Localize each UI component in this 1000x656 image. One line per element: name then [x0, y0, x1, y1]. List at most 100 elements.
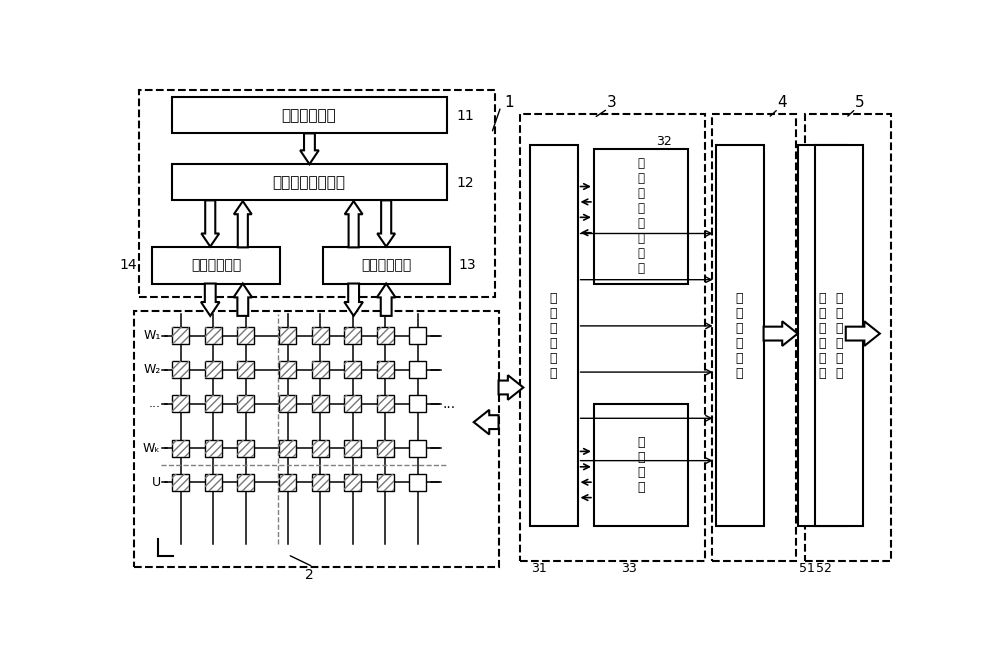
Bar — [312, 474, 329, 491]
Bar — [172, 327, 189, 344]
Bar — [172, 361, 189, 379]
Bar — [172, 440, 189, 457]
Text: 52: 52 — [816, 562, 832, 575]
Polygon shape — [344, 283, 363, 316]
Text: U: U — [152, 476, 161, 489]
Polygon shape — [234, 283, 252, 316]
Text: ...: ... — [149, 397, 161, 410]
Bar — [279, 474, 296, 491]
Text: 第一读写编码单元: 第一读写编码单元 — [273, 174, 346, 190]
Bar — [377, 474, 394, 491]
Bar — [172, 97, 447, 133]
Bar — [312, 327, 329, 344]
Bar — [205, 395, 222, 412]
Text: 33: 33 — [621, 562, 637, 575]
Bar — [237, 440, 254, 457]
Bar — [377, 327, 394, 344]
Bar — [805, 114, 891, 561]
Bar — [344, 440, 361, 457]
Bar — [279, 395, 296, 412]
Bar — [279, 361, 296, 379]
Polygon shape — [846, 321, 880, 346]
Polygon shape — [201, 283, 220, 316]
Bar — [377, 440, 394, 457]
Text: 3: 3 — [607, 95, 617, 110]
Text: 1: 1 — [505, 95, 514, 110]
Polygon shape — [201, 200, 219, 247]
Bar — [377, 474, 394, 491]
Bar — [172, 327, 189, 344]
Text: 11: 11 — [457, 109, 474, 123]
Bar — [279, 440, 296, 457]
Bar — [344, 361, 361, 379]
Bar — [237, 361, 254, 379]
Polygon shape — [377, 283, 395, 316]
Text: 12: 12 — [457, 176, 474, 190]
Bar — [344, 395, 361, 412]
Bar — [205, 327, 222, 344]
Bar — [312, 395, 329, 412]
Bar — [409, 361, 426, 379]
Text: ...: ... — [443, 397, 456, 411]
Bar — [377, 327, 394, 344]
Text: 减
法
单
元: 减 法 单 元 — [637, 436, 645, 494]
Bar — [279, 361, 296, 379]
Bar — [377, 395, 394, 412]
Bar — [237, 474, 254, 491]
Bar — [237, 327, 254, 344]
Bar — [409, 440, 426, 457]
Bar — [279, 395, 296, 412]
Text: 13: 13 — [458, 258, 476, 272]
Bar — [172, 474, 189, 491]
Bar — [530, 145, 578, 526]
Bar — [344, 327, 361, 344]
Text: 数
据
比
较
模
块: 数 据 比 较 模 块 — [736, 291, 743, 380]
Bar — [798, 145, 846, 526]
Bar — [594, 149, 688, 283]
Text: 第
三
缓
存
单
元: 第 三 缓 存 单 元 — [550, 291, 557, 380]
Bar — [237, 327, 254, 344]
Text: 51: 51 — [799, 562, 815, 575]
Bar — [312, 361, 329, 379]
Bar — [172, 395, 189, 412]
Text: W₂: W₂ — [143, 363, 161, 377]
Bar — [377, 361, 394, 379]
Bar — [409, 327, 426, 344]
Polygon shape — [377, 200, 395, 247]
Text: 31: 31 — [531, 562, 547, 575]
Bar — [312, 474, 329, 491]
Bar — [205, 361, 222, 379]
Text: 4: 4 — [777, 95, 787, 110]
Bar — [279, 440, 296, 457]
Bar — [712, 114, 796, 561]
Bar — [237, 395, 254, 412]
Bar — [594, 405, 688, 526]
Text: W₁: W₁ — [143, 329, 161, 342]
Bar — [279, 327, 296, 344]
Bar — [172, 395, 189, 412]
Bar — [344, 474, 361, 491]
Bar — [134, 311, 499, 567]
Bar — [377, 440, 394, 457]
Text: 结
果
输
出
单
元: 结 果 输 出 单 元 — [835, 291, 843, 380]
Bar — [344, 440, 361, 457]
Bar — [312, 440, 329, 457]
Bar — [205, 474, 222, 491]
Bar — [205, 395, 222, 412]
Bar — [377, 395, 394, 412]
Bar — [344, 327, 361, 344]
Bar — [205, 440, 222, 457]
Polygon shape — [345, 201, 363, 247]
Bar — [344, 361, 361, 379]
Bar — [279, 327, 296, 344]
Bar — [237, 474, 254, 491]
Bar — [409, 474, 426, 491]
Bar — [409, 395, 426, 412]
Bar — [172, 164, 447, 200]
Text: 第二缓存单元: 第二缓存单元 — [191, 258, 241, 272]
Text: 5: 5 — [855, 95, 865, 110]
Bar — [172, 361, 189, 379]
Bar — [205, 440, 222, 457]
Bar — [237, 440, 254, 457]
Bar — [152, 247, 280, 283]
